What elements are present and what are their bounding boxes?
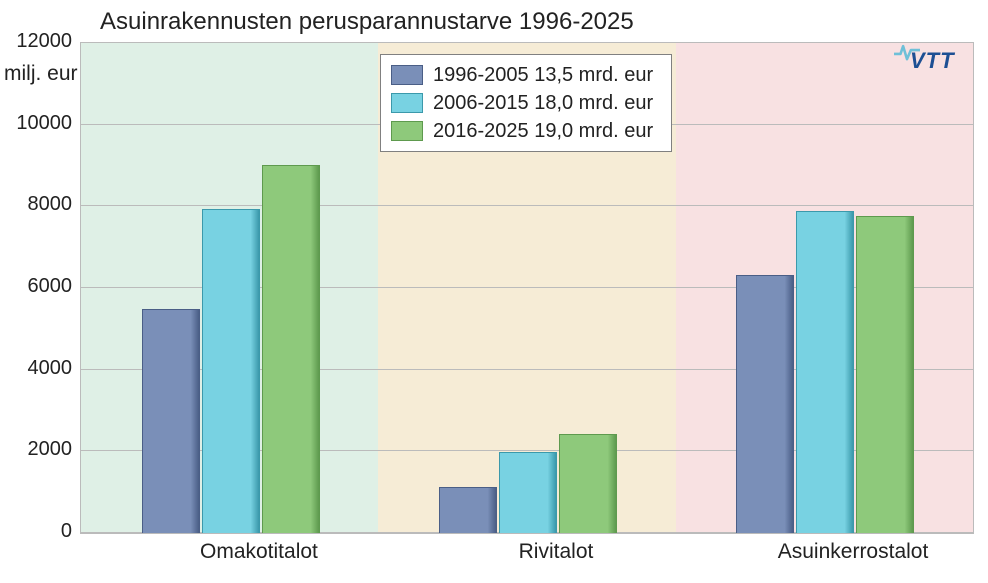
legend: 1996-2005 13,5 mrd. eur2006-2015 18,0 mr…: [380, 54, 672, 152]
bar: [202, 209, 260, 533]
bar: [856, 216, 914, 533]
x-tick-label: Omakotitalot: [129, 540, 389, 564]
vtt-logo: VTT: [910, 48, 955, 74]
y-tick-label: 8000: [12, 193, 72, 216]
bar: [559, 434, 617, 533]
chart-title: Asuinrakennusten perusparannustarve 1996…: [100, 8, 634, 36]
legend-swatch: [391, 65, 423, 85]
y-tick-label: 10000: [12, 112, 72, 135]
bar: [499, 452, 557, 533]
y-tick-label: 6000: [12, 275, 72, 298]
y-tick-label: 2000: [12, 438, 72, 461]
chart-container: Asuinrakennusten perusparannustarve 1996…: [0, 0, 988, 583]
legend-label: 2016-2025 19,0 mrd. eur: [433, 117, 653, 145]
y-tick-label: 4000: [12, 357, 72, 380]
y-tick-label: 12000: [12, 30, 72, 53]
gridline: [81, 42, 973, 43]
legend-swatch: [391, 93, 423, 113]
y-tick-label: 0: [12, 520, 72, 543]
vtt-pulse-icon: [894, 42, 920, 62]
legend-swatch: [391, 121, 423, 141]
x-tick-label: Asuinkerrostalot: [723, 540, 983, 564]
legend-item: 2016-2025 19,0 mrd. eur: [391, 117, 653, 145]
legend-label: 2006-2015 18,0 mrd. eur: [433, 89, 653, 117]
bar: [439, 487, 497, 533]
bar: [262, 165, 320, 534]
bar: [796, 211, 854, 533]
legend-item: 2006-2015 18,0 mrd. eur: [391, 89, 653, 117]
legend-label: 1996-2005 13,5 mrd. eur: [433, 61, 653, 89]
y-axis-unit: milj. eur: [4, 62, 78, 86]
bar: [142, 309, 200, 533]
x-tick-label: Rivitalot: [426, 540, 686, 564]
gridline: [81, 205, 973, 206]
legend-item: 1996-2005 13,5 mrd. eur: [391, 61, 653, 89]
bar: [736, 275, 794, 533]
